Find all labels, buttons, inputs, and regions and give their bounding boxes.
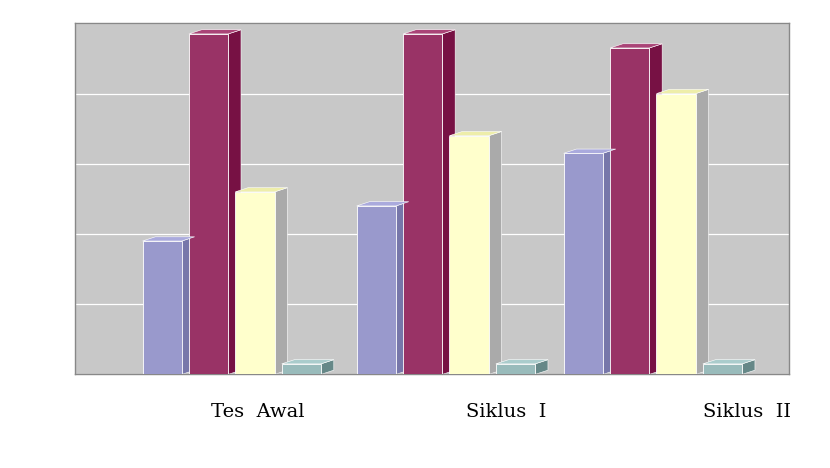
Bar [703, 364, 742, 374]
Polygon shape [610, 44, 662, 48]
Bar [281, 364, 321, 374]
Polygon shape [649, 44, 662, 374]
Polygon shape [564, 149, 616, 154]
Polygon shape [189, 29, 241, 34]
Polygon shape [403, 29, 455, 34]
Polygon shape [396, 202, 408, 374]
Bar [496, 364, 535, 374]
Polygon shape [275, 188, 287, 374]
Polygon shape [182, 237, 194, 374]
Bar [564, 154, 603, 374]
Text: Siklus  I: Siklus I [466, 403, 546, 421]
Polygon shape [228, 29, 241, 374]
Polygon shape [603, 149, 616, 374]
Polygon shape [535, 359, 548, 374]
Bar [657, 94, 696, 374]
Polygon shape [357, 202, 408, 206]
Bar [450, 136, 489, 374]
Polygon shape [281, 359, 334, 364]
Polygon shape [442, 29, 455, 374]
Polygon shape [489, 132, 501, 374]
Bar [143, 241, 182, 374]
Polygon shape [742, 359, 755, 374]
Text: Tes  Awal: Tes Awal [211, 403, 304, 421]
Bar [189, 34, 228, 374]
Polygon shape [143, 237, 194, 241]
Bar [403, 34, 442, 374]
Polygon shape [657, 89, 709, 94]
Bar [610, 48, 649, 374]
Text: Siklus  II: Siklus II [703, 403, 791, 421]
Polygon shape [696, 89, 709, 374]
Polygon shape [496, 359, 548, 364]
Polygon shape [450, 132, 501, 136]
Polygon shape [321, 359, 334, 374]
Bar [236, 192, 275, 374]
Polygon shape [703, 359, 755, 364]
Bar [357, 206, 396, 374]
Polygon shape [236, 188, 287, 192]
